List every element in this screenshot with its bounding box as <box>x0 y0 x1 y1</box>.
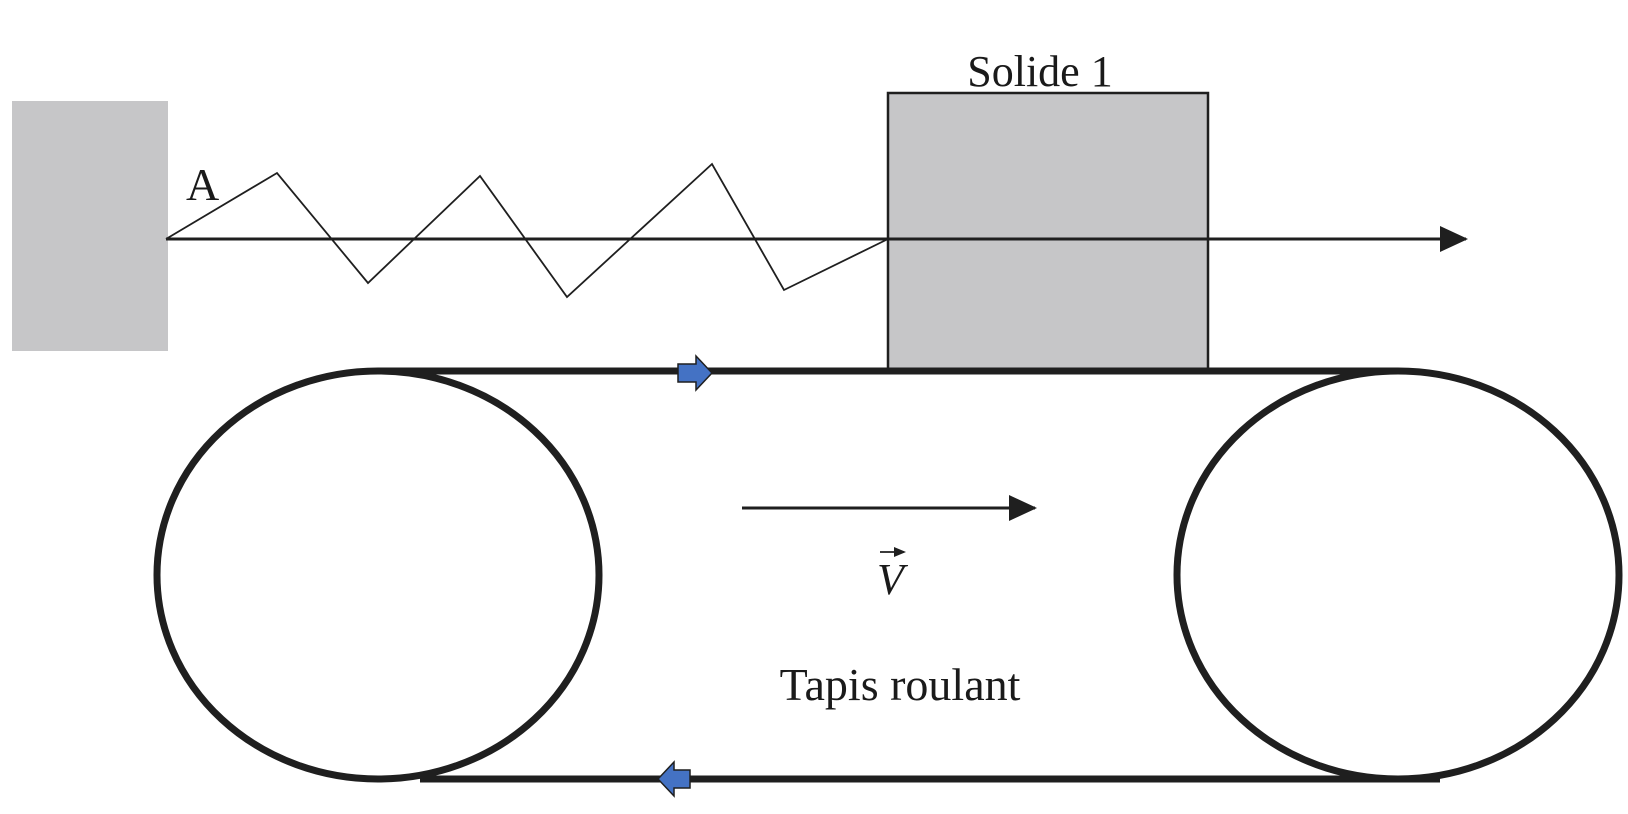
anchor-point-label: A <box>186 159 219 210</box>
solid-1-label: Solide 1 <box>967 47 1112 96</box>
velocity-symbol-label: V <box>877 555 909 604</box>
fixed-wall <box>12 101 168 351</box>
right-roller <box>1173 367 1623 783</box>
belt-bottom-direction-arrow <box>656 760 691 798</box>
left-roller <box>153 367 603 783</box>
belt-top-direction-arrow <box>677 354 714 392</box>
solid-1-block <box>886 91 1210 373</box>
spring <box>165 162 889 299</box>
belt-label: Tapis roulant <box>780 659 1021 710</box>
